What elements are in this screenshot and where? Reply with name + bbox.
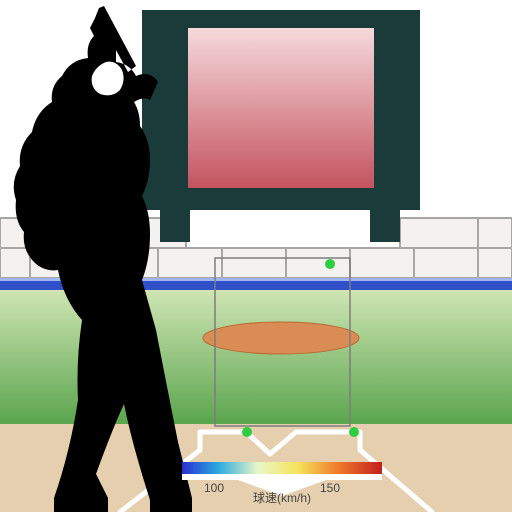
pitch-marker bbox=[242, 427, 252, 437]
legend-tick: 100 bbox=[204, 481, 224, 495]
legend-tick: 150 bbox=[320, 481, 340, 495]
scoreboard bbox=[142, 10, 420, 242]
scoreboard-screen bbox=[188, 28, 374, 188]
legend-axis-label: 球速(km/h) bbox=[253, 491, 311, 505]
pitch-marker bbox=[325, 259, 335, 269]
legend-bar bbox=[182, 462, 382, 474]
mound bbox=[203, 322, 359, 354]
pitch-marker bbox=[349, 427, 359, 437]
